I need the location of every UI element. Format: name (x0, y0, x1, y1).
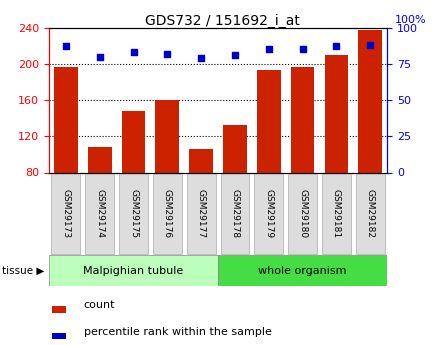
Bar (189, 149, 213, 172)
Bar (88, 147, 112, 172)
FancyBboxPatch shape (187, 174, 215, 254)
Bar (54, 67, 78, 172)
Bar (358, 30, 382, 172)
Point (333, 44, 340, 49)
Text: GSM29173: GSM29173 (61, 189, 70, 238)
FancyBboxPatch shape (119, 174, 148, 254)
Bar (223, 125, 247, 172)
Text: GSM29174: GSM29174 (95, 189, 104, 238)
FancyBboxPatch shape (322, 174, 351, 254)
Bar (291, 68, 315, 172)
FancyBboxPatch shape (356, 174, 384, 254)
FancyBboxPatch shape (221, 174, 249, 254)
FancyBboxPatch shape (288, 174, 317, 254)
Text: GSM29176: GSM29176 (163, 189, 172, 238)
FancyBboxPatch shape (153, 174, 182, 254)
Text: GSM29182: GSM29182 (366, 189, 375, 238)
Text: whole organism: whole organism (259, 266, 347, 276)
Point (130, 49, 137, 55)
Text: percentile rank within the sample: percentile rank within the sample (84, 327, 271, 337)
FancyBboxPatch shape (52, 174, 80, 254)
Bar (155, 100, 179, 172)
Text: GSM29179: GSM29179 (264, 189, 273, 238)
Text: tissue ▶: tissue ▶ (2, 266, 44, 276)
FancyBboxPatch shape (49, 255, 218, 286)
Text: GSM29180: GSM29180 (298, 189, 307, 238)
Bar (52, 333, 66, 339)
Point (62, 44, 69, 49)
Text: GSM29181: GSM29181 (332, 189, 341, 238)
FancyBboxPatch shape (85, 174, 114, 254)
Bar (121, 111, 146, 172)
Point (299, 47, 306, 52)
FancyBboxPatch shape (255, 174, 283, 254)
Bar (324, 55, 348, 172)
Point (164, 51, 171, 57)
Text: GSM29175: GSM29175 (129, 189, 138, 238)
Text: Malpighian tubule: Malpighian tubule (83, 266, 184, 276)
Point (367, 42, 374, 48)
Point (265, 47, 272, 52)
Bar (257, 70, 281, 172)
Text: count: count (84, 300, 115, 310)
Text: GSM29178: GSM29178 (231, 189, 239, 238)
Point (96, 54, 103, 59)
Bar (52, 306, 66, 313)
Point (198, 55, 205, 61)
FancyBboxPatch shape (218, 255, 387, 286)
Text: GSM29177: GSM29177 (197, 189, 206, 238)
Text: 100%: 100% (394, 15, 426, 25)
Point (231, 52, 239, 58)
Text: GDS732 / 151692_i_at: GDS732 / 151692_i_at (145, 14, 300, 28)
